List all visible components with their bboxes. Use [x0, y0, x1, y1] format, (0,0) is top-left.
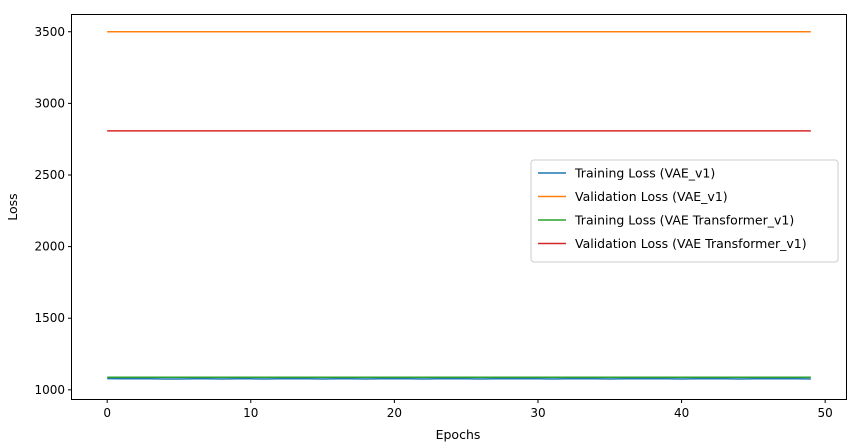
legend-label-2: Validation Loss (VAE_v1) [575, 189, 728, 204]
legend: Training Loss (VAE_v1) Validation Loss (V… [530, 159, 839, 263]
legend-box [530, 159, 839, 263]
legend-label-1: Training Loss (VAE_v1) [574, 166, 715, 181]
x-tick-label: 50 [818, 406, 833, 420]
x-axis-label: Epochs [436, 427, 481, 442]
x-tick-label: 10 [243, 406, 258, 420]
y-tick-label: 1000 [34, 383, 65, 397]
x-tick-label: 0 [103, 406, 111, 420]
y-tick-label: 2000 [34, 240, 65, 254]
x-tick-label: 30 [530, 406, 545, 420]
y-tick-label: 2500 [34, 168, 65, 182]
legend-label-3: Training Loss (VAE Transformer_v1) [574, 213, 794, 228]
y-tick-label: 3500 [34, 25, 65, 39]
y-axis-ticks: 1000 1500 2000 2500 3000 3500 [34, 25, 72, 397]
series-lines [107, 31, 811, 380]
y-tick-label: 3000 [34, 96, 65, 110]
axes-frame [71, 14, 847, 400]
y-tick-label: 1500 [34, 311, 65, 325]
x-tick-label: 40 [674, 406, 689, 420]
x-tick-label: 20 [387, 406, 402, 420]
legend-label-4: Validation Loss (VAE Transformer_v1) [575, 236, 807, 251]
y-axis-label: Loss [5, 193, 20, 220]
